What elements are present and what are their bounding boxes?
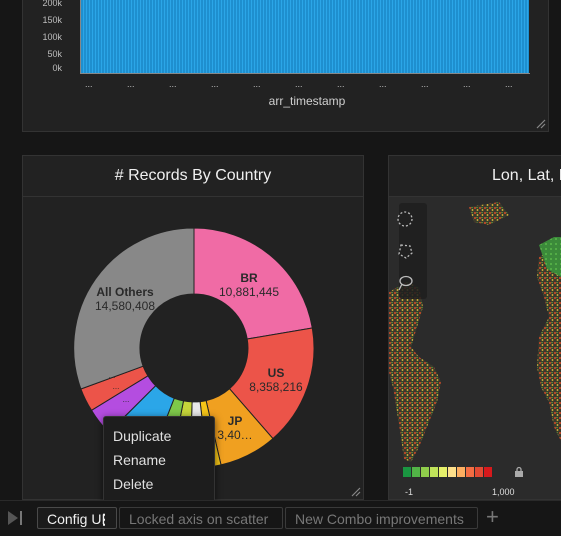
x-tick-label: ... bbox=[127, 79, 135, 89]
y-tick-label: 50k bbox=[47, 49, 62, 59]
land-arctic bbox=[469, 202, 509, 225]
circle-select-icon[interactable] bbox=[393, 207, 417, 231]
slice-all-others[interactable] bbox=[73, 227, 195, 390]
menu-item-rename[interactable]: Rename bbox=[113, 452, 166, 468]
land-greenland bbox=[539, 237, 561, 277]
x-tick-label: ... bbox=[379, 79, 387, 89]
legend-swatch bbox=[484, 467, 492, 477]
x-tick-label: ... bbox=[337, 79, 345, 89]
slice-label-other: ... bbox=[109, 371, 116, 380]
x-tick-label: ... bbox=[85, 79, 93, 89]
x-axis-line bbox=[80, 73, 530, 74]
legend-swatch bbox=[412, 467, 420, 477]
resize-handle-icon[interactable] bbox=[534, 117, 546, 129]
slice-label-us: US bbox=[268, 366, 285, 380]
slice-value-br: 10,881,445 bbox=[219, 285, 279, 299]
slice-label-all-others: All Others bbox=[96, 285, 154, 299]
y-axis-line bbox=[80, 0, 81, 74]
slice-label-br: BR bbox=[240, 271, 258, 285]
tab-menu-icon[interactable]: ⋮ bbox=[97, 511, 111, 527]
legend-max-label: 1,000 bbox=[492, 487, 515, 497]
x-tick-label: ... bbox=[211, 79, 219, 89]
legend-swatch bbox=[439, 467, 447, 477]
tab-new-combo-improvements[interactable]: New Combo improvements bbox=[285, 507, 478, 529]
x-tick-label: ... bbox=[463, 79, 471, 89]
x-tick-label: ... bbox=[169, 79, 177, 89]
legend-swatch bbox=[457, 467, 465, 477]
tab-locked-axis-on-scatter[interactable]: Locked axis on scatter bbox=[119, 507, 283, 529]
top-chart-panel: 200k 150k 100k 50k 0k ... ... ... ... ..… bbox=[22, 0, 549, 132]
legend-min-label: -1 bbox=[405, 487, 414, 497]
slice-value-all-others: 14,580,408 bbox=[95, 299, 155, 313]
x-tick-label: ... bbox=[253, 79, 261, 89]
x-tick-label: ... bbox=[421, 79, 429, 89]
tab-config-ui[interactable]: Config UI ⋮ bbox=[37, 507, 117, 529]
slice-value-jp: 3,40… bbox=[217, 428, 252, 442]
legend-swatch bbox=[475, 467, 483, 477]
slice-label-jp: JP bbox=[228, 414, 243, 428]
color-legend bbox=[403, 467, 492, 477]
y-tick-label: 200k bbox=[42, 0, 62, 8]
y-tick-label: 100k bbox=[42, 32, 62, 42]
legend-swatch bbox=[430, 467, 438, 477]
menu-item-delete[interactable]: Delete bbox=[113, 476, 154, 492]
tab-label: Config UI bbox=[47, 511, 106, 527]
slice-br[interactable] bbox=[193, 227, 313, 340]
menu-item-duplicate[interactable]: Duplicate bbox=[113, 428, 172, 444]
x-tick-label: ... bbox=[295, 79, 303, 89]
slice-label-other: ... bbox=[123, 395, 130, 404]
map-panel: Lon, Lat, F bbox=[388, 155, 561, 500]
y-tick-label: 150k bbox=[42, 15, 62, 25]
collapse-sidebar-icon[interactable] bbox=[6, 509, 24, 527]
land-americas bbox=[389, 282, 441, 462]
x-axis-title: arr_timestamp bbox=[268, 94, 346, 108]
polygon-select-icon[interactable] bbox=[393, 239, 417, 263]
tab-context-menu: Duplicate Rename Delete bbox=[103, 416, 215, 504]
legend-swatch bbox=[421, 467, 429, 477]
slice-value-us: 8,358,216 bbox=[249, 380, 303, 394]
resize-handle-icon[interactable] bbox=[349, 485, 361, 497]
y-tick-label: 0k bbox=[52, 63, 62, 73]
slice-label-other: ... bbox=[113, 382, 120, 391]
map-tool-group bbox=[399, 203, 427, 299]
map-canvas[interactable]: -1 1,000 bbox=[389, 197, 561, 499]
legend-swatch bbox=[448, 467, 456, 477]
panel-title: # Records By Country bbox=[23, 156, 363, 197]
add-tab-icon[interactable]: + bbox=[486, 504, 499, 529]
lasso-select-icon[interactable] bbox=[393, 271, 417, 295]
histogram-bars bbox=[81, 0, 529, 73]
dashboard-tab-bar: Config UI ⋮ Locked axis on scatter New C… bbox=[0, 500, 561, 536]
land-africa-europe bbox=[537, 243, 561, 441]
lock-icon[interactable] bbox=[513, 466, 525, 478]
legend-swatch bbox=[466, 467, 474, 477]
panel-title: Lon, Lat, F bbox=[389, 156, 561, 197]
x-tick-label: ... bbox=[505, 79, 513, 89]
world-map bbox=[389, 202, 561, 462]
legend-swatch bbox=[403, 467, 411, 477]
